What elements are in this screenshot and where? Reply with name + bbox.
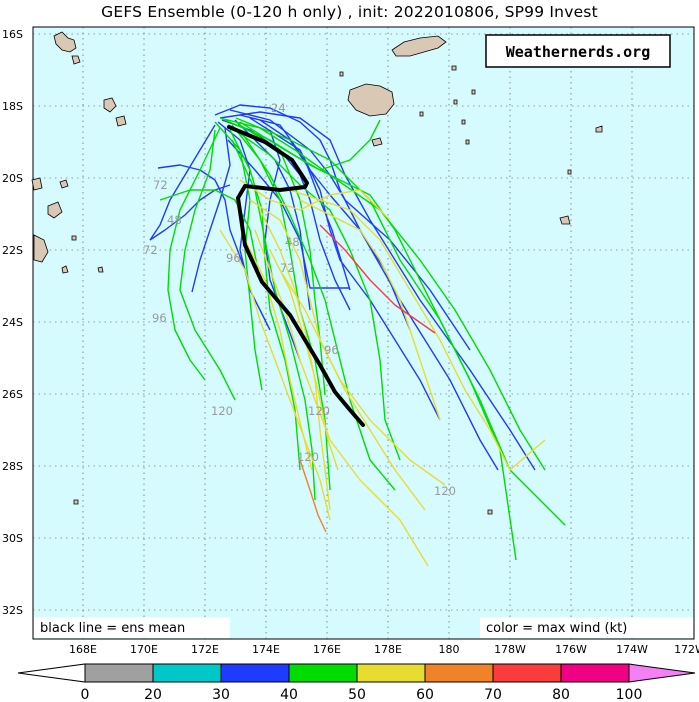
svg-text:174E: 174E [252, 643, 280, 656]
svg-text:180: 180 [439, 643, 460, 656]
hour-label: 120 [308, 404, 330, 418]
hour-label: 120 [297, 450, 319, 464]
svg-text:170E: 170E [130, 643, 158, 656]
hour-label: 48 [167, 213, 182, 227]
chart-title: GEFS Ensemble (0-120 h only) , init: 202… [101, 3, 598, 21]
svg-text:80: 80 [552, 687, 570, 702]
wind-colorbar [17, 663, 696, 683]
svg-text:32S: 32S [2, 604, 23, 617]
svg-text:20S: 20S [2, 172, 23, 185]
svg-text:40: 40 [280, 687, 298, 702]
tracks-60-70kt [299, 459, 327, 533]
svg-text:176E: 176E [313, 643, 341, 656]
svg-text:26S: 26S [2, 388, 23, 401]
land-viti-levu [347, 83, 395, 117]
svg-text:16S: 16S [2, 28, 23, 41]
svg-text:30: 30 [212, 687, 230, 702]
svg-text:178E: 178E [374, 643, 402, 656]
svg-text:30S: 30S [2, 532, 23, 545]
ensemble-mean-track [227, 125, 365, 427]
forecast-hour-labels: 24 72 48 72 96 48 72 96 96 120 120 120 1… [143, 101, 456, 498]
svg-text:60: 60 [416, 687, 434, 702]
svg-text:176W: 176W [555, 643, 587, 656]
hour-label: 48 [285, 235, 300, 249]
hour-label: 120 [211, 404, 233, 418]
longitude-labels: 168E 170E 172E 174E 176E 178E 180 178W 1… [69, 643, 699, 656]
latitude-labels: 16S 18S 20S 22S 24S 26S 28S 30S 32S [2, 28, 23, 617]
legend-wind-color: color = max wind (kt) [486, 621, 627, 636]
tracks-70-80kt [319, 224, 436, 334]
legend-ens-mean: black line = ens mean [40, 621, 185, 636]
colorbar-ticks: 0 20 30 40 50 60 70 80 100 [81, 687, 643, 702]
svg-text:0: 0 [81, 687, 90, 702]
hour-label: 72 [280, 261, 295, 275]
hour-label: 72 [153, 178, 168, 192]
svg-text:100: 100 [616, 687, 643, 702]
svg-text:178W: 178W [494, 643, 526, 656]
svg-text:70: 70 [484, 687, 502, 702]
hour-label: 72 [143, 243, 158, 257]
tracks-50-60kt [219, 179, 546, 567]
svg-text:24S: 24S [2, 316, 23, 329]
svg-text:174W: 174W [616, 643, 648, 656]
svg-text:18S: 18S [2, 100, 23, 113]
svg-text:168E: 168E [69, 643, 97, 656]
ensemble-tracks [149, 104, 566, 567]
svg-text:28S: 28S [2, 460, 23, 473]
map-background [32, 26, 695, 640]
hour-label: 24 [271, 101, 286, 115]
hour-label: 96 [324, 343, 339, 357]
brand-box [485, 34, 671, 68]
hour-label: 120 [434, 484, 456, 498]
land-masses [31, 31, 603, 515]
hour-label: 96 [226, 251, 241, 265]
legend-left-box [34, 617, 230, 638]
grid-lines [33, 27, 694, 639]
svg-text:20: 20 [144, 687, 162, 702]
land-new-caledonia [33, 234, 49, 263]
land-vanua-levu [391, 35, 447, 57]
land-vanuatu-north [53, 31, 77, 53]
brand-label: Weathernerds.org [506, 43, 651, 61]
tracks-40-50kt [159, 117, 566, 561]
legend-right-box [480, 617, 693, 638]
svg-text:50: 50 [348, 687, 366, 702]
svg-text:22S: 22S [2, 244, 23, 257]
hour-label: 96 [152, 311, 167, 325]
svg-text:172E: 172E [191, 643, 219, 656]
